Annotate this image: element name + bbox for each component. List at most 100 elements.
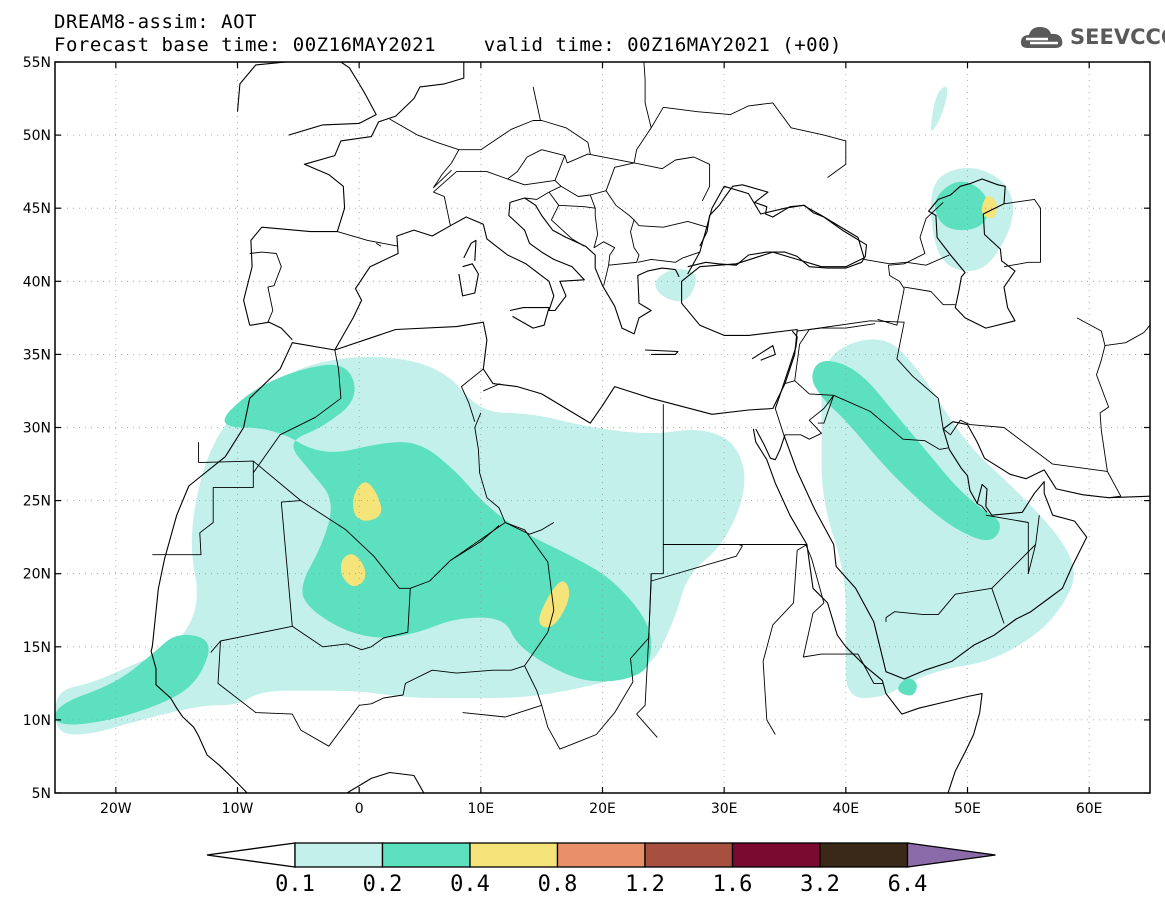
logo-text: SEEVCCC (1070, 25, 1165, 49)
coastline (509, 307, 550, 329)
colorbar-label-0.2: 0.2 (363, 872, 403, 897)
lat-label-50N: 50N (23, 128, 51, 144)
country-border (802, 544, 884, 684)
colorbar-label-1.6: 1.6 (713, 872, 753, 897)
colorbar-label-0.4: 0.4 (450, 872, 490, 897)
country-border (548, 191, 596, 209)
country-border (991, 588, 1005, 624)
country-border (976, 503, 988, 513)
country-border (939, 447, 949, 450)
country-border (389, 118, 460, 189)
country-border (253, 460, 555, 589)
country-border (532, 86, 541, 121)
colorbar-label-6.4: 6.4 (888, 872, 928, 897)
lon-label-10E: 10E (467, 801, 494, 817)
map-subtitle: Forecast base time: 00Z16MAY2021 valid t… (54, 34, 842, 56)
country-border (433, 171, 556, 193)
aot-field (55, 86, 1074, 735)
lat-label-35N: 35N (23, 347, 51, 363)
country-border (462, 704, 542, 718)
country-border (249, 251, 282, 323)
country-border (785, 380, 835, 440)
country-border (605, 162, 708, 228)
coastline (322, 771, 425, 793)
seevccc-logo: SEEVCCC (1018, 22, 1165, 52)
country-border (784, 320, 944, 430)
country-border (458, 120, 591, 155)
coastline (755, 428, 786, 461)
country-border (152, 460, 254, 556)
colorbar-under-triangle (206, 842, 296, 868)
aot-contour-0_2-2 (812, 360, 1000, 541)
country-border (1096, 345, 1110, 472)
colorbar-label-1.2: 1.2 (625, 872, 665, 897)
country-border (589, 194, 616, 266)
country-border (885, 515, 1040, 622)
lon-label-20E: 20E (589, 801, 616, 817)
coastline (458, 263, 479, 297)
country-border (817, 395, 835, 424)
colorbar-swatch-0 (294, 842, 384, 868)
country-border (877, 202, 944, 326)
colorbar: 0.1 0.2 0.4 0.8 1.2 1.6 3.2 6.4 (206, 842, 996, 897)
aot-contour-0_2-0 (224, 364, 652, 682)
coastline (249, 321, 293, 341)
country-border (252, 349, 342, 474)
country-border (1003, 198, 1041, 268)
country-border (474, 412, 506, 523)
country-border (636, 573, 658, 738)
country-border (337, 231, 399, 247)
colorbar-swatch-4 (644, 842, 734, 868)
coastline (150, 646, 249, 793)
country-border (460, 368, 484, 422)
colorbar-over-triangle (906, 842, 996, 868)
country-border (864, 254, 950, 266)
country-border (762, 544, 808, 735)
lon-label-60E: 60E (1076, 801, 1103, 817)
aot-contour-0_4-0 (353, 482, 382, 521)
longitude-labels: 20W 10W 0 10E 20E 30E 40E 50E 60E (100, 62, 1103, 817)
country-border (634, 156, 711, 202)
country-border (433, 191, 451, 226)
country-border (633, 62, 652, 163)
coastline (687, 184, 868, 269)
colorbar-label-0.1: 0.1 (275, 872, 315, 897)
country-border (507, 149, 565, 180)
country-border (292, 588, 411, 651)
aot-contour-0_4-2 (539, 581, 570, 628)
coastline (236, 62, 287, 112)
coastline (928, 178, 1016, 329)
lat-label-45N: 45N (23, 201, 51, 217)
lon-label-0: 0 (355, 801, 364, 817)
colorbar-label-3.2: 3.2 (800, 872, 840, 897)
country-borders (152, 62, 1150, 750)
lat-label-15N: 15N (23, 640, 51, 656)
country-border (450, 525, 500, 561)
coastline (151, 185, 865, 647)
lon-label-10W: 10W (222, 801, 254, 817)
cloud-logo-icon (1020, 27, 1063, 48)
colorbar-swatch-3 (556, 842, 646, 868)
coastline (783, 421, 1150, 680)
coastline (334, 197, 680, 351)
colorbar-swatch-1 (381, 842, 471, 868)
country-border (774, 408, 785, 435)
coastline (288, 62, 377, 136)
latitude-labels: 55N 50N 45N 40N 35N 30N 25N 20N 15N 10N 5N (23, 55, 1150, 802)
aot-contour-0_2-3 (935, 181, 989, 231)
coastline (243, 62, 465, 326)
lat-label-20N: 20N (23, 567, 51, 583)
aot-contour-0_2-1 (55, 634, 209, 725)
country-border (637, 251, 700, 263)
aot-contour-0_2-4 (898, 678, 917, 696)
coastline (645, 349, 679, 355)
country-border (904, 286, 956, 306)
aot-contour-0_1-3 (931, 86, 948, 131)
graticule (55, 62, 1150, 793)
country-border (550, 205, 585, 247)
country-border (833, 394, 940, 450)
lat-label-10N: 10N (23, 713, 51, 729)
lat-label-25N: 25N (23, 494, 51, 510)
coastline (463, 239, 477, 261)
lat-label-40N: 40N (23, 274, 51, 290)
